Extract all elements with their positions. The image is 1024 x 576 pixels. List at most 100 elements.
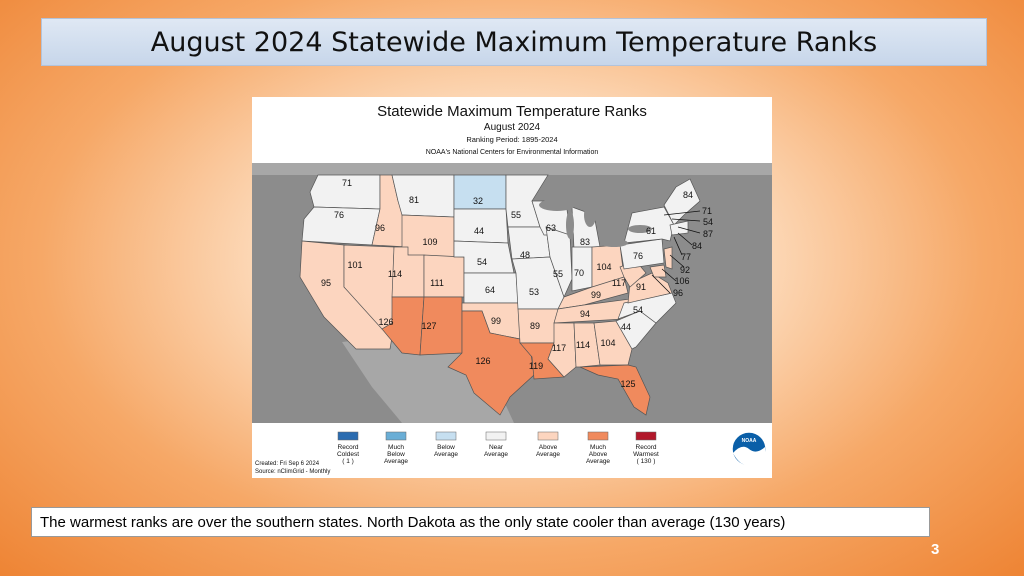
page-number: 3 [931, 541, 940, 558]
rank-vt: 71 [702, 206, 712, 216]
legend-record-coldest: Record Coldest ( 1 ) [337, 431, 359, 465]
map-title: Statewide Maximum Temperature Ranks [377, 103, 647, 120]
legend-text: Warmest [633, 451, 659, 458]
state-wy [401, 214, 455, 258]
rank-ny: 61 [646, 226, 656, 236]
legend-swatch [587, 431, 609, 441]
rank-md: 96 [673, 288, 683, 298]
rank-me: 84 [683, 190, 693, 200]
rank-ca: 95 [321, 278, 331, 288]
canada-strip [252, 163, 772, 175]
rank-ri: 84 [692, 241, 702, 251]
state-tx [447, 310, 535, 416]
legend-text: Much [388, 444, 404, 451]
map-source-line: NOAA's National Centers for Environmenta… [426, 149, 599, 156]
leader-lines [651, 210, 701, 294]
legend-text: Record [338, 444, 359, 451]
legend-text: Coldest [337, 451, 359, 458]
rank-labels: 71 76 96 81 32 55 63 83 44 109 101 95 11… [321, 178, 713, 389]
rank-ky: 99 [591, 290, 601, 300]
rank-la: 119 [529, 361, 543, 371]
legend-swatch [385, 431, 407, 441]
map-subtitle: August 2024 [484, 122, 541, 133]
state-il [545, 226, 573, 298]
rank-sc: 44 [621, 322, 631, 332]
map-legend: Record Coldest ( 1 ) Much Below Average … [337, 431, 659, 465]
state-ma-ct-ri [669, 220, 689, 236]
rank-or: 76 [334, 210, 344, 220]
legend-record-warmest: Record Warmest ( 130 ) [633, 431, 659, 465]
noaa-logo: NOAA [731, 431, 767, 467]
legend-text: Average [434, 451, 458, 458]
state-shapes [299, 174, 701, 416]
noaa-logo-text: NOAA [742, 438, 757, 444]
rank-nj: 92 [680, 265, 690, 275]
rank-wy: 109 [422, 237, 437, 247]
rank-tx: 126 [475, 356, 490, 366]
state-nj [663, 246, 673, 270]
rank-mi: 83 [580, 237, 590, 247]
rank-ct: 77 [681, 252, 691, 262]
rank-wv: 117 [612, 278, 626, 288]
slide-title: August 2024 Statewide Maximum Temperatur… [150, 26, 878, 58]
legend-much-below: Much Below Average [384, 431, 408, 465]
rank-mn: 55 [511, 210, 521, 220]
state-pa [619, 238, 665, 270]
created-date: Created: Fri Sep 6 2024 [255, 461, 320, 467]
state-ga [593, 320, 633, 366]
rank-wi: 63 [546, 223, 556, 233]
caption-text: The warmest ranks are over the southern … [40, 513, 786, 531]
state-co [423, 254, 465, 298]
rank-pa: 76 [633, 251, 643, 261]
rank-de: 106 [674, 276, 689, 286]
legend-swatch [337, 431, 359, 441]
legend-text: Average [586, 458, 610, 465]
rank-ks: 64 [485, 285, 495, 295]
rank-nh: 54 [703, 217, 713, 227]
legend-text: Average [484, 451, 508, 458]
rank-ia: 48 [520, 250, 530, 260]
rank-ut: 114 [388, 269, 402, 279]
rank-ne: 54 [477, 257, 487, 267]
rank-az: 126 [378, 317, 393, 327]
rank-mt: 81 [409, 195, 419, 205]
rank-wa: 71 [342, 178, 352, 188]
rank-al: 114 [576, 340, 590, 350]
legend-much-above: Much Above Average [586, 431, 610, 465]
rank-il: 55 [553, 269, 563, 279]
legend-text: Below [387, 451, 405, 458]
data-source: Source: nClimGrid - Monthly [255, 469, 330, 475]
legend-swatch [435, 431, 457, 441]
rank-in: 70 [574, 268, 584, 278]
state-mt [391, 174, 455, 218]
rank-nm: 127 [421, 321, 436, 331]
rank-nv: 101 [347, 260, 362, 270]
legend-swatch [485, 431, 507, 441]
great-lakes [539, 199, 652, 247]
state-or [301, 206, 381, 246]
rank-ma: 87 [703, 229, 713, 239]
rank-tn: 94 [580, 309, 590, 319]
legend-text: Much [590, 444, 606, 451]
state-va [627, 272, 673, 304]
legend-text: ( 130 ) [637, 458, 656, 465]
legend-near: Near Average [484, 431, 508, 458]
rank-mo: 53 [529, 287, 539, 297]
rank-oh: 104 [596, 262, 611, 272]
map-ranking-period: Ranking Period: 1895-2024 [466, 135, 557, 144]
rank-fl: 125 [620, 379, 635, 389]
map-svg: Statewide Maximum Temperature Ranks Augu… [252, 103, 772, 475]
rank-co: 111 [430, 278, 444, 288]
rank-sd: 44 [474, 226, 484, 236]
legend-text: Above [589, 451, 608, 458]
rank-nd: 32 [473, 196, 483, 206]
legend-above: Above Average [536, 431, 560, 458]
rank-ga: 104 [600, 338, 615, 348]
temperature-rank-map: Statewide Maximum Temperature Ranks Augu… [252, 97, 772, 478]
legend-text: Record [636, 444, 657, 451]
noaa-logo-wave [733, 446, 765, 467]
legend-text: Above [539, 444, 558, 451]
legend-text: Average [536, 451, 560, 458]
slide-caption: The warmest ranks are over the southern … [31, 507, 930, 537]
legend-swatch [537, 431, 559, 441]
